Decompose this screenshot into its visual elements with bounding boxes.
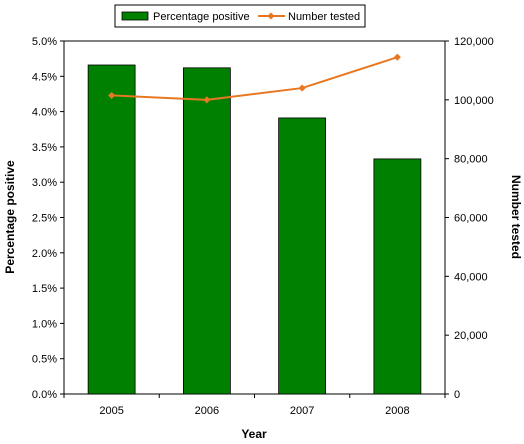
line-number-tested — [111, 56, 398, 101]
y2-axis-title: Number tested — [509, 175, 523, 259]
y2-tick-label: 60,000 — [454, 213, 488, 225]
legend-swatch-percentage-positive — [121, 11, 149, 21]
y-tick-label: 4.0% — [32, 107, 57, 119]
x-axis-ticks: 2005 2006 2007 2008 — [63, 394, 446, 417]
x-axis-title: Year — [241, 427, 267, 441]
x-tick-label: 2008 — [385, 405, 409, 417]
legend-marker-number-tested — [267, 12, 275, 20]
legend-box — [114, 4, 366, 28]
y2-tick-label: 100,000 — [454, 95, 494, 107]
y-tick-label: 4.5% — [32, 71, 57, 83]
point-2007 — [298, 84, 306, 92]
x-tick-label: 2007 — [290, 405, 314, 417]
left-axis-ticks: 0.0% 0.5% 1.0% 1.5% 2.0% 2.5% 3.0% 3.5% 4.0% 4.5%… — [32, 36, 64, 401]
y-tick-label: 3.0% — [32, 177, 57, 189]
bar-2008 — [373, 158, 422, 395]
y2-tick-label: 80,000 — [454, 154, 488, 166]
y2-tick-label: 40,000 — [454, 271, 488, 283]
y-tick-label: 0.0% — [32, 389, 57, 401]
x-tick-label: 2005 — [99, 405, 123, 417]
y-tick-label: 1.0% — [32, 318, 57, 330]
y-tick-label: 3.5% — [32, 142, 57, 154]
bar-2005 — [87, 64, 136, 395]
y-tick-label: 2.5% — [32, 213, 57, 225]
y-axis-title: Percentage positive — [3, 160, 17, 274]
x-tick-label: 2006 — [195, 405, 219, 417]
legend: Percentage positive Number tested — [114, 4, 366, 28]
y2-tick-label: 120,000 — [454, 36, 494, 48]
legend-label-number-tested: Number tested — [288, 11, 360, 23]
y-tick-label: 5.0% — [32, 36, 57, 48]
legend-label-percentage-positive: Percentage positive — [153, 11, 250, 23]
y-tick-label: 0.5% — [32, 354, 57, 366]
point-2008 — [393, 53, 401, 61]
y-tick-label: 2.0% — [32, 248, 57, 260]
bar-2007 — [278, 117, 327, 395]
point-2005 — [108, 91, 116, 99]
y-tick-label: 1.5% — [32, 283, 57, 295]
y2-tick-label: 20,000 — [454, 330, 488, 342]
plot-area — [63, 40, 446, 395]
y2-tick-label: 0 — [454, 389, 460, 401]
bar-2006 — [182, 67, 231, 395]
point-2006 — [203, 96, 211, 104]
right-axis-ticks: 0 20,000 40,000 60,000 80,000 100,000 120,000 — [445, 36, 494, 401]
